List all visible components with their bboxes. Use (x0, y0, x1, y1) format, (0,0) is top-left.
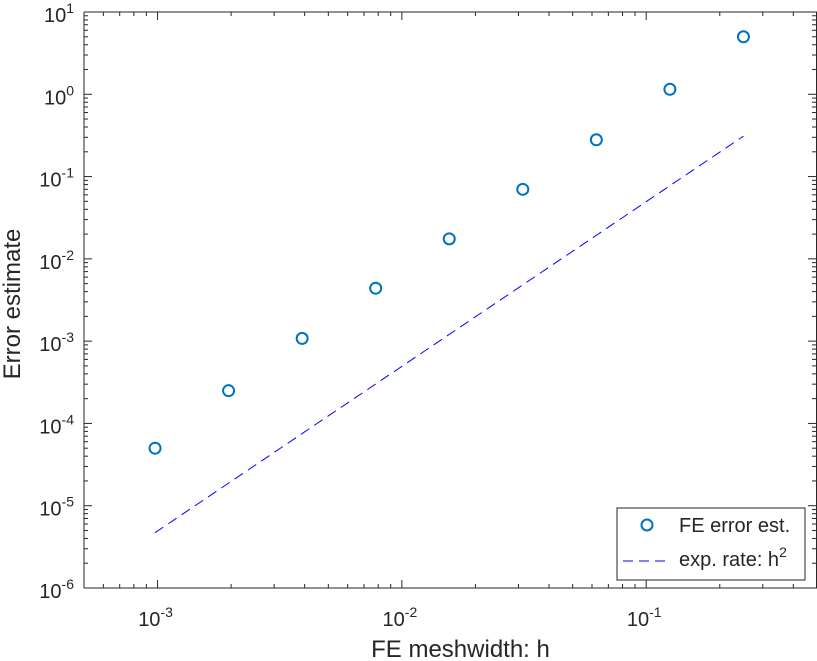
legend-label-error: FE error est. (679, 515, 790, 537)
data-point (222, 384, 236, 398)
axes-layer: 10-3 10-2 10-1 10-6 10-5 10-4 10-3 10-2 10-1 100 1… (39, 0, 817, 631)
x-tick-label: 10-3 (138, 604, 173, 631)
data-point (589, 133, 603, 147)
y-tick-label: 10-1 (39, 165, 74, 192)
y-tick-label: 101 (44, 0, 74, 27)
y-tick-label: 10-2 (39, 247, 74, 274)
series-layer (148, 30, 750, 534)
data-point (516, 182, 530, 196)
y-tick-label: 10-6 (39, 576, 74, 603)
x-axis-label: FE meshwidth: h (371, 636, 550, 661)
legend: FE error est. exp. rate: h2 (616, 507, 806, 581)
data-point (369, 281, 383, 295)
data-point (442, 232, 456, 246)
data-point (148, 441, 162, 455)
data-point (295, 331, 309, 345)
x-tick-label: 10-2 (383, 604, 418, 631)
y-tick-label: 10-3 (39, 329, 74, 356)
legend-label-rate: exp. rate: h2 (679, 544, 787, 571)
y-tick-label: 10-4 (39, 411, 74, 438)
legend-marker-circle (640, 518, 654, 532)
data-point (663, 82, 677, 96)
data-point (736, 30, 750, 44)
x-tick-label: 10-1 (627, 604, 662, 631)
y-tick-label: 100 (44, 82, 74, 109)
rate-line (154, 135, 744, 534)
y-axis-label: Error estimate (0, 229, 26, 380)
y-tick-label: 10-5 (39, 494, 74, 521)
